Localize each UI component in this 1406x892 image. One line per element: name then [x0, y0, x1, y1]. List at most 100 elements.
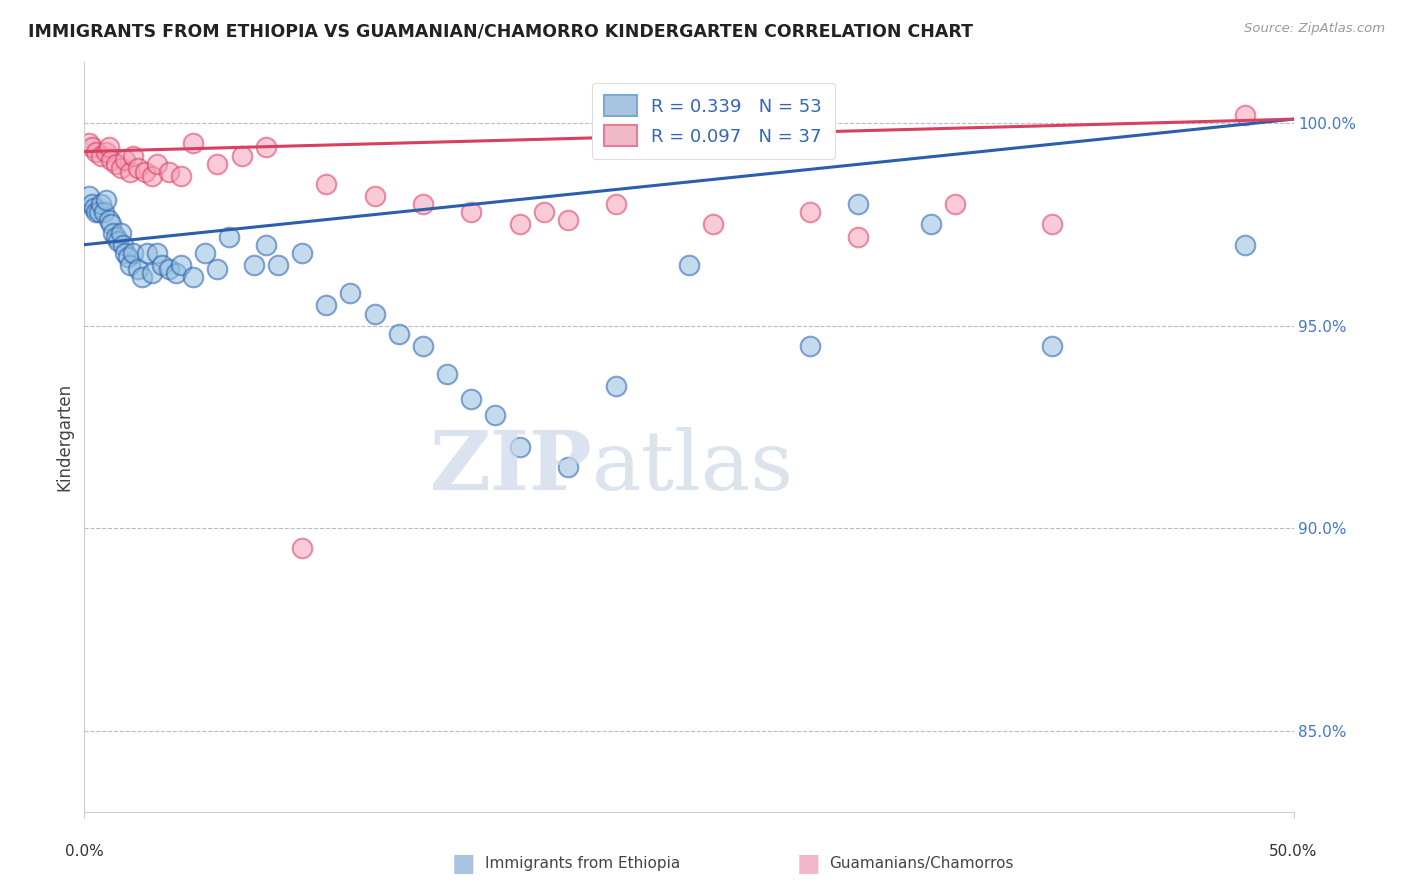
Point [509, 218, 531, 232]
Point [103, 226, 125, 240]
Point [86, 145, 108, 159]
Text: ■: ■ [797, 852, 820, 875]
Point [80, 140, 103, 154]
Point [254, 140, 277, 154]
Point [388, 326, 411, 341]
Point [194, 245, 217, 260]
Point [120, 258, 142, 272]
Point [557, 213, 579, 227]
Point [436, 368, 458, 382]
Point [533, 205, 555, 219]
Text: ■: ■ [453, 852, 475, 875]
Point [207, 157, 229, 171]
Point [117, 250, 139, 264]
Point [460, 392, 482, 406]
Point [291, 541, 314, 556]
Text: IMMIGRANTS FROM ETHIOPIA VS GUAMANIAN/CHAMORRO KINDERGARTEN CORRELATION CHART: IMMIGRANTS FROM ETHIOPIA VS GUAMANIAN/CH… [28, 22, 973, 40]
Point [86, 205, 108, 219]
Point [1234, 237, 1257, 252]
Point [120, 165, 142, 179]
Point [678, 258, 700, 272]
Point [110, 161, 132, 175]
Point [207, 262, 229, 277]
Point [112, 237, 135, 252]
Point [799, 205, 821, 219]
Point [267, 258, 290, 272]
Point [181, 270, 204, 285]
Point [121, 148, 143, 162]
Text: ZIP: ZIP [430, 427, 592, 507]
Point [412, 197, 434, 211]
Point [460, 205, 482, 219]
Point [557, 460, 579, 475]
Point [90, 148, 112, 162]
Point [846, 229, 869, 244]
Point [80, 197, 103, 211]
Point [1040, 218, 1063, 232]
Point [165, 266, 187, 280]
Point [87, 205, 110, 219]
Point [104, 157, 127, 171]
Point [242, 258, 264, 272]
Point [131, 270, 153, 285]
Point [846, 197, 869, 211]
Point [254, 237, 277, 252]
Point [134, 165, 156, 179]
Point [412, 339, 434, 353]
Point [141, 266, 163, 280]
Point [127, 161, 149, 175]
Point [104, 229, 127, 244]
Point [114, 245, 136, 260]
Point [484, 408, 506, 422]
Point [181, 136, 204, 151]
Point [97, 140, 120, 154]
Point [702, 218, 724, 232]
Point [231, 148, 253, 162]
Point [943, 197, 966, 211]
Point [157, 262, 180, 277]
Point [77, 189, 100, 203]
Point [339, 286, 361, 301]
Point [110, 226, 132, 240]
Point [97, 213, 120, 227]
Point [315, 298, 337, 312]
Point [1040, 339, 1063, 353]
Point [100, 218, 122, 232]
Point [90, 197, 112, 211]
Point [218, 229, 240, 244]
Point [93, 205, 115, 219]
Point [170, 169, 193, 183]
Point [94, 145, 117, 159]
Point [83, 201, 105, 215]
Point [136, 245, 159, 260]
Point [121, 245, 143, 260]
Point [605, 379, 627, 393]
Point [920, 218, 942, 232]
Point [94, 193, 117, 207]
Text: atlas: atlas [592, 427, 794, 507]
Legend: R = 0.339   N = 53, R = 0.097   N = 37: R = 0.339 N = 53, R = 0.097 N = 37 [592, 83, 835, 159]
Point [799, 339, 821, 353]
Point [100, 153, 122, 167]
Point [141, 169, 163, 183]
Point [77, 136, 100, 151]
Point [146, 157, 169, 171]
Text: Source: ZipAtlas.com: Source: ZipAtlas.com [1244, 22, 1385, 36]
Point [363, 189, 385, 203]
Y-axis label: Kindergarten: Kindergarten [55, 383, 73, 491]
Point [114, 153, 136, 167]
Point [150, 258, 173, 272]
Point [127, 262, 149, 277]
Point [146, 245, 169, 260]
Text: 0.0%: 0.0% [65, 844, 104, 859]
Text: Immigrants from Ethiopia: Immigrants from Ethiopia [485, 856, 681, 871]
Point [605, 197, 627, 211]
Point [363, 307, 385, 321]
Text: Guamanians/Chamorros: Guamanians/Chamorros [830, 856, 1014, 871]
Point [509, 440, 531, 454]
Point [291, 245, 314, 260]
Point [1234, 108, 1257, 122]
Point [315, 177, 337, 191]
Point [157, 165, 180, 179]
Text: 50.0%: 50.0% [1270, 844, 1317, 859]
